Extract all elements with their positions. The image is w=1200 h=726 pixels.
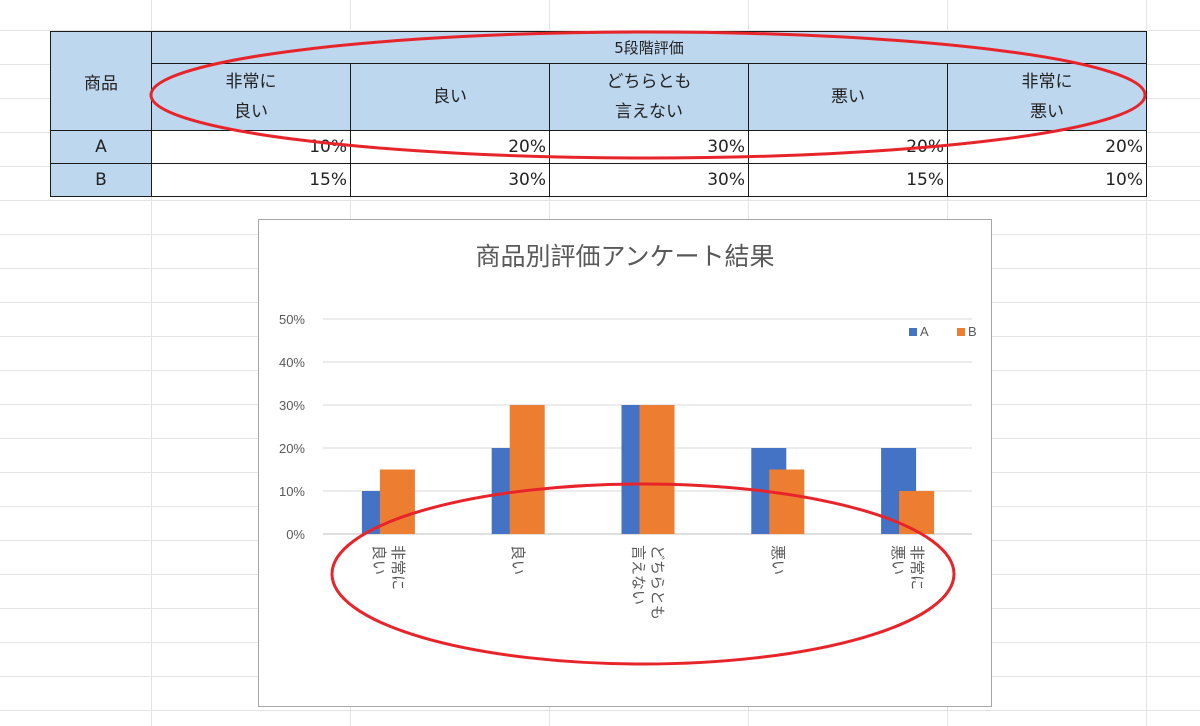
bar-B-5[interactable] — [899, 491, 935, 534]
y-tick-label: 20% — [279, 441, 305, 456]
level-header-good[interactable]: 良い — [350, 63, 550, 131]
product-header-label: 商品 — [84, 73, 118, 94]
y-tick-label: 10% — [279, 484, 305, 499]
y-tick-label: 40% — [279, 355, 305, 370]
survey-table: 商品 5段階評価 非常に 良い 良い どちらとも 言えない 悪い 非常に — [50, 31, 1147, 197]
legend-label-B: B — [968, 324, 977, 339]
value-cell[interactable]: 20% — [947, 130, 1147, 164]
bar-B-1[interactable] — [379, 469, 415, 535]
level-label-line: 悪い — [831, 87, 865, 107]
rating-group-header-cell[interactable]: 5段階評価 — [151, 31, 1147, 64]
level-header-very-bad[interactable]: 非常に 悪い — [947, 63, 1147, 131]
bar-B-3[interactable] — [639, 405, 675, 534]
level-header-neutral[interactable]: どちらとも 言えない — [549, 63, 749, 131]
value-cell[interactable]: 30% — [549, 130, 749, 164]
x-category-label: どちらとも — [649, 545, 667, 620]
level-label-line: 言えない — [615, 102, 683, 122]
value-cell[interactable]: 30% — [549, 163, 749, 197]
bar-B-4[interactable] — [769, 469, 805, 535]
value-cell[interactable]: 30% — [350, 163, 550, 197]
table-row: A 10% 20% 30% 20% 20% — [50, 130, 1147, 164]
level-label-line: 良い — [433, 87, 467, 107]
y-tick-label: 50% — [279, 312, 305, 327]
value-cell[interactable]: 10% — [151, 130, 351, 164]
x-category-label: 悪い — [769, 545, 787, 575]
value-cell[interactable]: 10% — [947, 163, 1147, 197]
level-label-line: 非常に — [225, 72, 277, 92]
bar-B-2[interactable] — [509, 405, 545, 534]
chart-title: 商品別評価アンケート結果 — [475, 242, 774, 271]
x-category-label: 良い — [509, 545, 527, 575]
level-header-very-good[interactable]: 非常に 良い — [151, 63, 351, 131]
value-cell[interactable]: 20% — [748, 130, 948, 164]
x-category-label: 非常に — [908, 545, 926, 590]
level-label-line: どちらとも — [606, 72, 692, 92]
y-tick-label: 30% — [279, 398, 305, 413]
rating-group-header-label: 5段階評価 — [614, 39, 684, 57]
level-label-line: 非常に — [1021, 72, 1073, 92]
x-category-label: 悪い — [889, 545, 907, 575]
legend-label-A: A — [920, 324, 929, 339]
y-tick-label: 0% — [286, 527, 305, 542]
product-cell[interactable]: A — [50, 130, 152, 164]
product-cell[interactable]: B — [50, 163, 152, 197]
level-label-line: 悪い — [1030, 102, 1064, 122]
chart-area[interactable]: 商品別評価アンケート結果 0% 10% 20% 30% 40% 50% 非常に 良い 良い どちらと… — [258, 219, 992, 707]
value-cell[interactable]: 15% — [151, 163, 351, 197]
x-category-label: 良い — [370, 545, 388, 575]
x-category-label: 言えない — [630, 545, 648, 605]
legend-swatch-B — [957, 328, 965, 336]
x-category-label: 非常に — [389, 545, 407, 590]
value-cell[interactable]: 15% — [748, 163, 948, 197]
level-header-bad[interactable]: 悪い — [748, 63, 948, 131]
level-label-line: 良い — [234, 102, 268, 122]
product-header-cell[interactable]: 商品 — [50, 31, 152, 131]
table-row: B 15% 30% 30% 15% 10% — [50, 163, 1147, 197]
value-cell[interactable]: 20% — [350, 130, 550, 164]
legend-swatch-A — [909, 328, 917, 336]
